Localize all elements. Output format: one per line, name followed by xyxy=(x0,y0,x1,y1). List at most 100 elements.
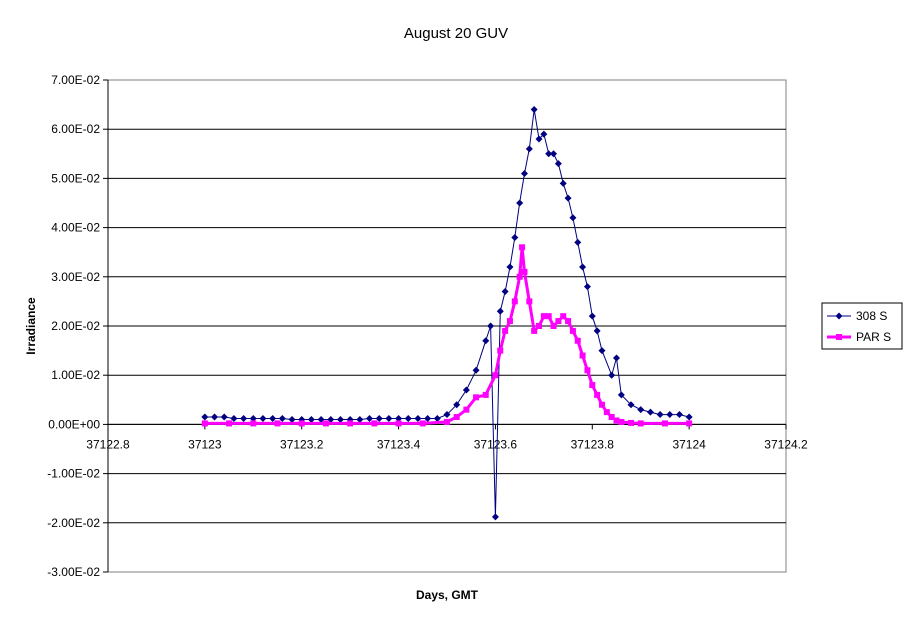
data-point xyxy=(574,238,582,246)
data-point xyxy=(307,415,315,423)
x-tick-label: 37123.2 xyxy=(280,437,324,451)
data-point xyxy=(211,413,219,421)
data-point xyxy=(240,414,248,422)
data-point xyxy=(366,414,374,422)
data-point xyxy=(424,414,432,422)
data-point xyxy=(519,244,526,251)
data-point xyxy=(269,414,277,422)
data-point xyxy=(375,414,383,422)
legend-box xyxy=(821,302,903,350)
data-point xyxy=(617,391,625,399)
data-point xyxy=(298,420,305,427)
data-point xyxy=(347,420,354,427)
data-point xyxy=(540,313,547,320)
y-tick-label: 7.00E-02 xyxy=(51,73,100,87)
data-point xyxy=(545,150,553,158)
data-point xyxy=(274,420,281,427)
data-point xyxy=(555,318,562,325)
data-point xyxy=(627,401,635,409)
data-point xyxy=(230,414,238,422)
data-point xyxy=(613,417,620,424)
data-point xyxy=(675,411,683,419)
series-2 xyxy=(201,244,693,427)
data-point xyxy=(550,150,558,158)
data-point xyxy=(593,327,601,335)
data-point xyxy=(201,413,209,421)
data-point xyxy=(637,420,644,427)
data-point xyxy=(482,337,490,345)
data-point xyxy=(443,411,451,419)
data-point xyxy=(559,179,567,187)
data-point xyxy=(491,513,499,521)
data-point xyxy=(336,415,344,423)
data-point xyxy=(603,409,610,416)
y-tick-label: -3.00E-02 xyxy=(47,565,100,579)
data-point xyxy=(521,268,528,275)
data-point xyxy=(516,199,524,207)
data-point xyxy=(516,273,523,280)
data-point xyxy=(594,391,601,398)
data-point xyxy=(511,298,518,305)
data-point xyxy=(511,233,519,241)
data-point xyxy=(613,354,620,362)
data-point xyxy=(531,327,538,334)
legend-marker xyxy=(836,334,842,340)
data-point xyxy=(322,420,329,427)
y-tick-label: 3.00E-02 xyxy=(51,270,100,284)
legend: 308 S PAR S xyxy=(821,302,903,350)
data-point xyxy=(637,406,645,414)
data-point xyxy=(526,298,533,305)
data-point xyxy=(419,420,426,427)
series-layer xyxy=(201,106,693,521)
data-point xyxy=(574,337,581,344)
y-axis-title: Irradiance xyxy=(24,297,38,355)
data-point xyxy=(579,352,586,359)
y-tick-label: -1.00E-02 xyxy=(47,467,100,481)
x-tick-label: 37123.4 xyxy=(377,437,421,451)
x-tick-label: 37124 xyxy=(672,437,706,451)
series-line xyxy=(204,109,690,517)
legend-label: PAR S xyxy=(856,330,891,344)
data-point xyxy=(250,420,257,427)
data-point xyxy=(201,420,208,427)
y-tick-label: 2.00E-02 xyxy=(51,319,100,333)
data-point xyxy=(646,408,654,416)
data-point xyxy=(506,318,513,325)
data-point xyxy=(497,347,504,354)
data-point xyxy=(501,288,509,296)
data-point xyxy=(482,391,489,398)
data-point xyxy=(545,313,552,320)
data-point xyxy=(472,366,480,374)
data-point xyxy=(288,415,296,423)
data-point xyxy=(564,194,572,202)
data-point xyxy=(259,414,267,422)
data-point xyxy=(589,382,596,389)
data-point xyxy=(226,420,233,427)
data-point xyxy=(317,415,325,423)
data-point xyxy=(414,414,422,422)
x-tick-label: 37123.6 xyxy=(474,437,518,451)
data-point xyxy=(249,414,257,422)
data-point xyxy=(579,263,587,271)
y-axis: 7.00E-02 6.00E-02 5.00E-02 4.00E-02 3.00E-02… xyxy=(47,73,109,579)
data-point xyxy=(492,372,499,379)
data-point xyxy=(444,418,450,425)
data-point xyxy=(569,327,576,334)
data-point xyxy=(502,327,509,334)
data-point xyxy=(385,414,393,422)
x-tick-label: 37122.8 xyxy=(86,437,130,451)
data-point xyxy=(608,414,615,421)
data-point xyxy=(530,106,538,114)
data-point xyxy=(608,371,616,379)
data-point xyxy=(473,394,480,401)
data-point xyxy=(462,386,470,394)
data-point xyxy=(618,418,625,425)
data-point xyxy=(560,313,567,320)
data-point xyxy=(525,145,533,153)
data-point xyxy=(628,419,635,426)
data-point xyxy=(433,414,441,422)
data-point xyxy=(327,415,335,423)
data-point xyxy=(371,420,378,427)
data-point xyxy=(520,169,528,177)
data-point xyxy=(598,347,606,355)
